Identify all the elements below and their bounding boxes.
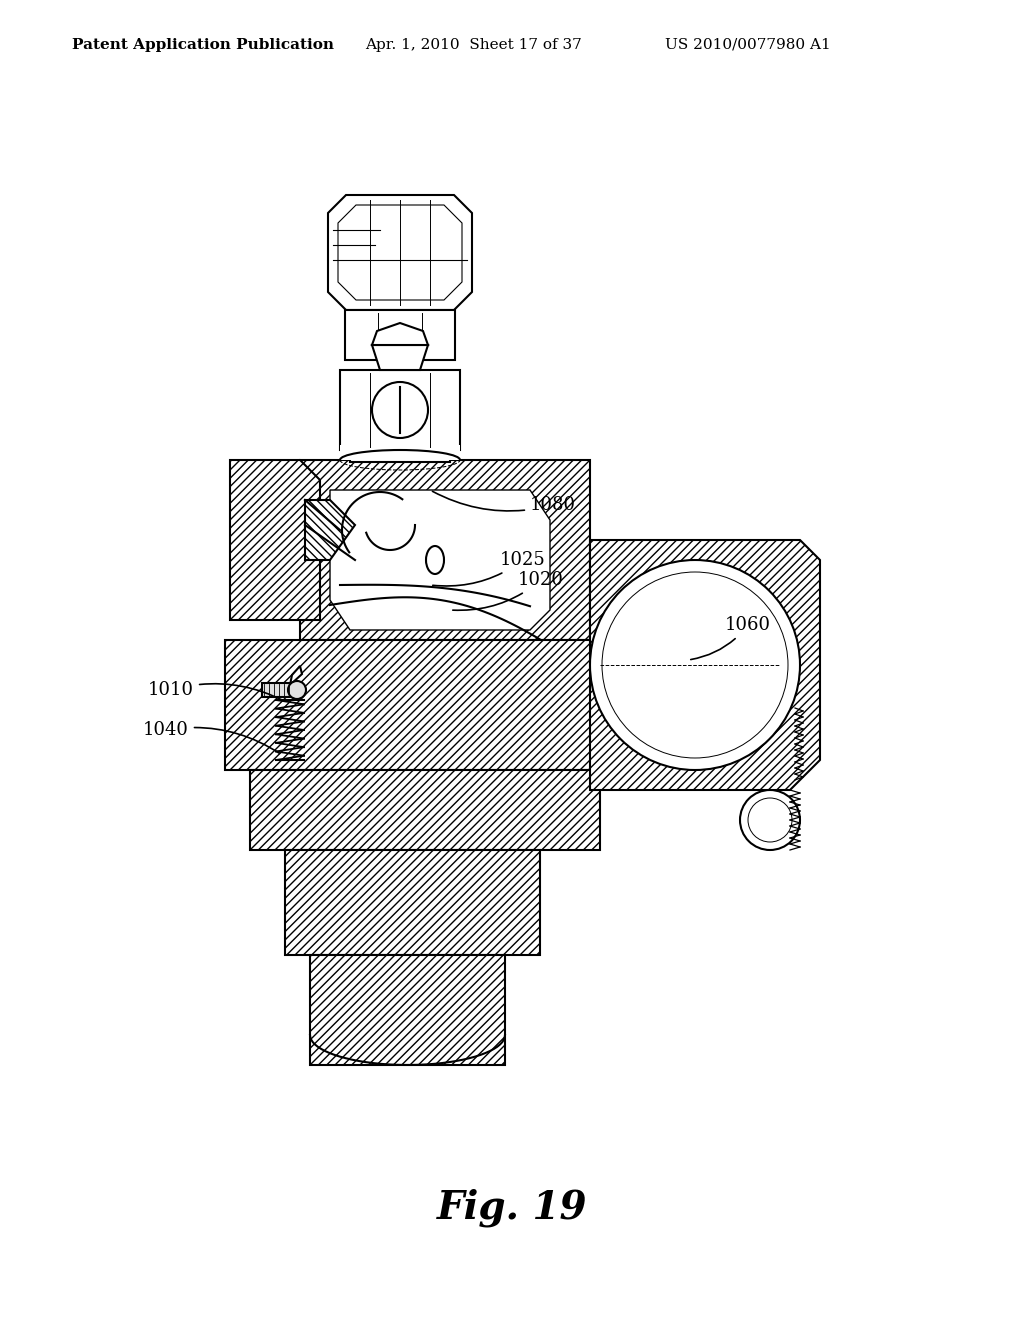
Text: 1040: 1040 (143, 721, 280, 754)
Text: 1010: 1010 (148, 681, 284, 701)
Polygon shape (225, 640, 630, 770)
Text: 1025: 1025 (433, 550, 546, 586)
Polygon shape (590, 540, 820, 789)
Text: 1080: 1080 (432, 491, 575, 513)
Text: Fig. 19: Fig. 19 (437, 1189, 587, 1228)
Circle shape (372, 381, 428, 438)
Polygon shape (328, 195, 472, 310)
Bar (345, 310, 455, 360)
Polygon shape (230, 459, 319, 620)
Bar (350, 450, 450, 462)
Polygon shape (372, 345, 428, 370)
Text: 1020: 1020 (453, 572, 564, 610)
Bar (340, 370, 460, 450)
Polygon shape (305, 500, 355, 560)
Circle shape (740, 789, 800, 850)
Polygon shape (372, 323, 428, 345)
Polygon shape (290, 667, 302, 685)
Polygon shape (250, 770, 600, 850)
Circle shape (288, 681, 306, 700)
Polygon shape (300, 459, 590, 640)
Text: 1060: 1060 (691, 616, 771, 660)
Ellipse shape (426, 546, 444, 574)
Text: US 2010/0077980 A1: US 2010/0077980 A1 (665, 38, 830, 51)
Bar (262, 682, 297, 697)
Polygon shape (330, 490, 550, 630)
Polygon shape (310, 954, 505, 1065)
Polygon shape (285, 850, 540, 954)
Text: Apr. 1, 2010  Sheet 17 of 37: Apr. 1, 2010 Sheet 17 of 37 (365, 38, 582, 51)
Polygon shape (340, 445, 460, 459)
Text: Patent Application Publication: Patent Application Publication (72, 38, 334, 51)
Circle shape (590, 560, 800, 770)
